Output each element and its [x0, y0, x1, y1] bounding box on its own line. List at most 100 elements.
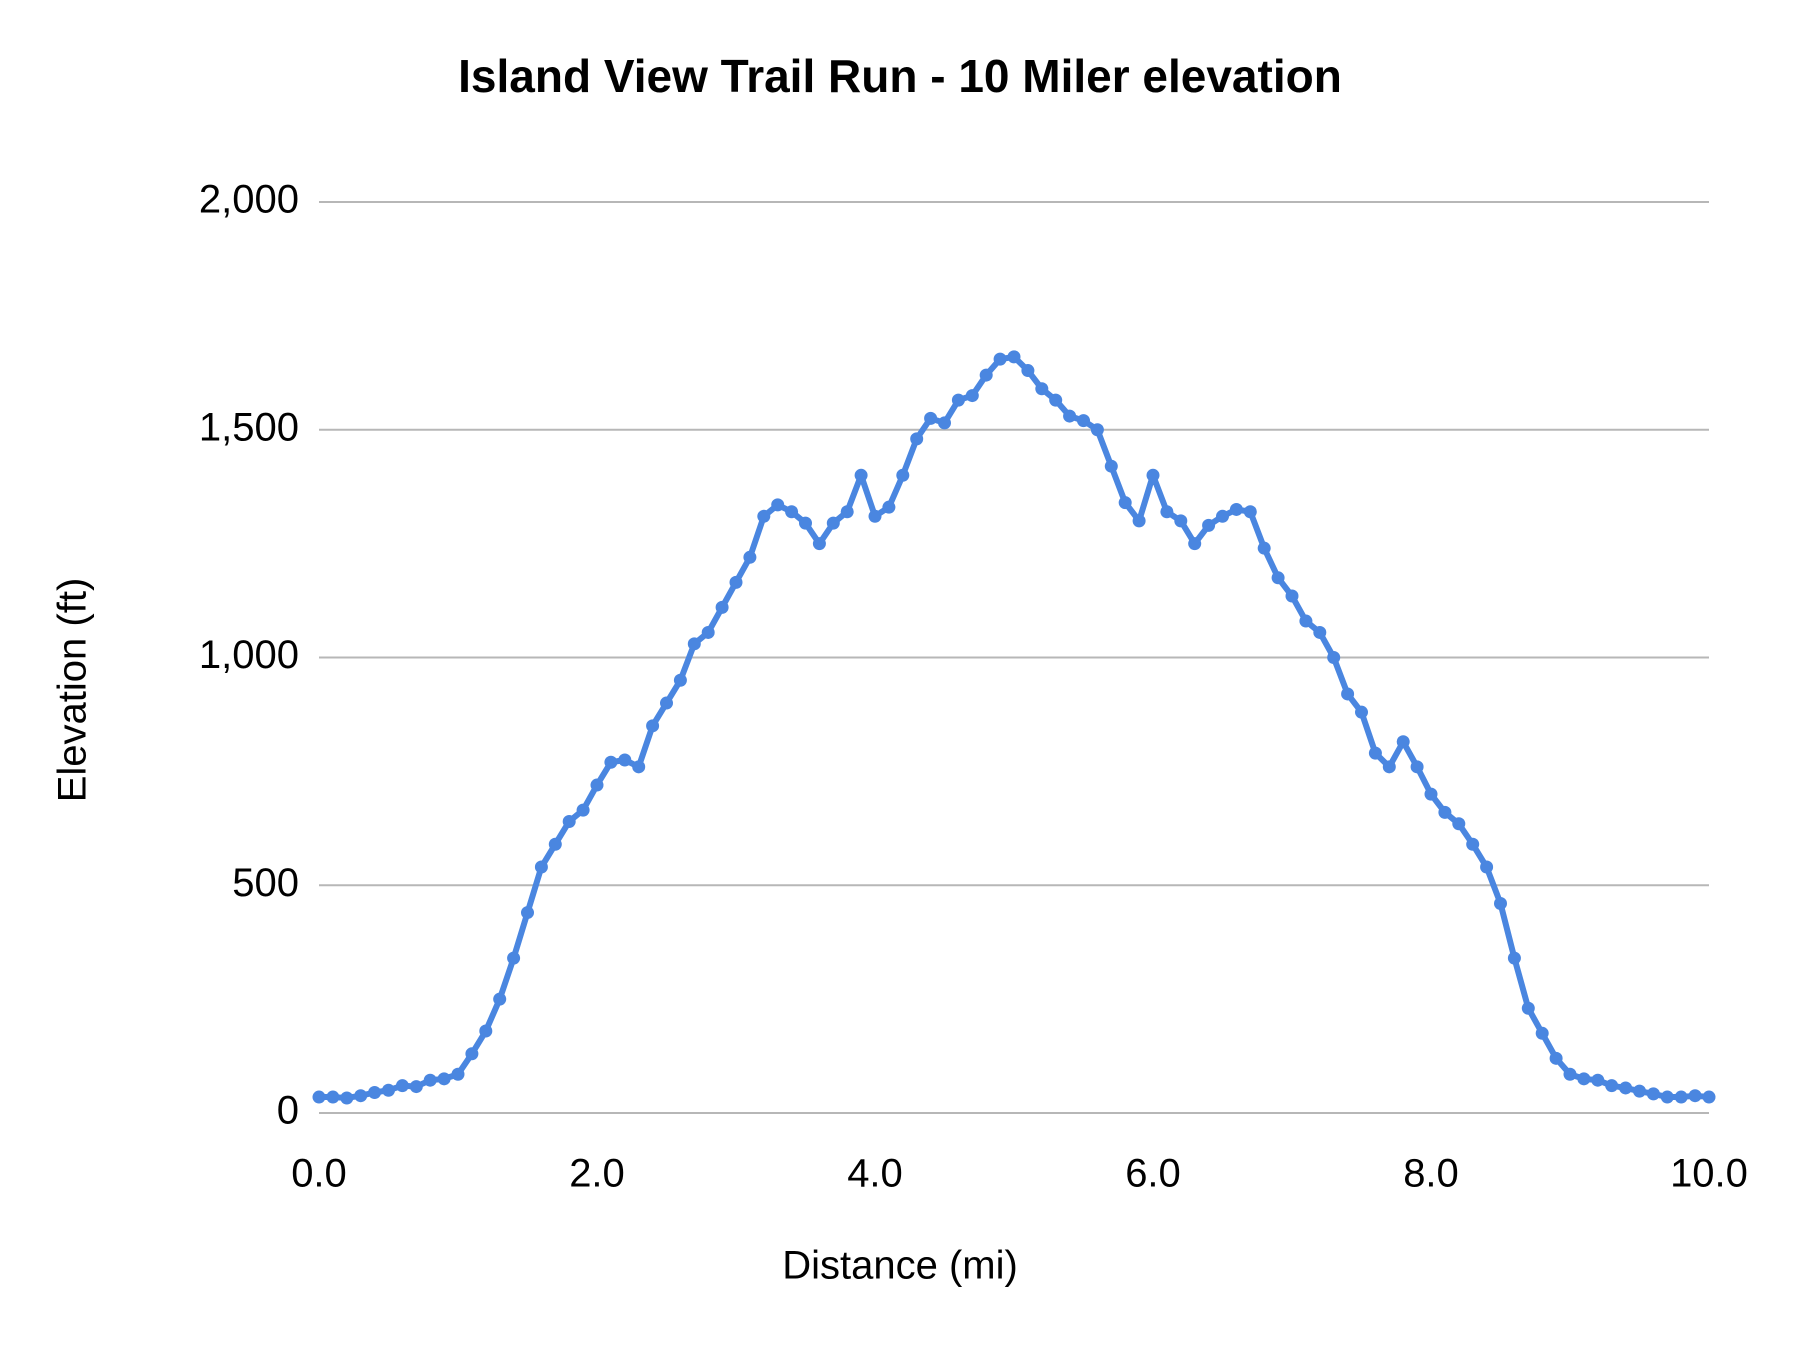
x-tick-label: 4.0	[847, 1152, 903, 1196]
data-point	[812, 537, 826, 551]
data-point	[1646, 1087, 1660, 1101]
data-point	[896, 468, 910, 482]
data-point	[951, 393, 965, 407]
data-point	[868, 509, 882, 523]
data-point	[326, 1090, 340, 1104]
data-point	[493, 992, 507, 1006]
data-point	[1229, 502, 1243, 516]
data-point	[757, 509, 771, 523]
data-point	[1188, 537, 1202, 551]
data-point	[1341, 687, 1355, 701]
data-point	[729, 575, 743, 589]
data-point	[1077, 414, 1090, 428]
data-point	[576, 803, 590, 817]
data-point	[1174, 514, 1188, 528]
data-point	[1535, 1026, 1549, 1040]
data-point	[1313, 625, 1327, 639]
x-tick-label: 2.0	[569, 1152, 625, 1196]
data-point	[1507, 951, 1521, 965]
data-point	[507, 951, 521, 965]
data-point	[1619, 1081, 1633, 1095]
data-point	[423, 1073, 437, 1087]
x-tick-label: 6.0	[1125, 1152, 1181, 1196]
data-point	[451, 1067, 465, 1081]
data-point	[1243, 505, 1257, 519]
data-point	[395, 1079, 409, 1093]
data-point	[465, 1047, 479, 1061]
data-point	[1591, 1073, 1605, 1087]
y-tick-label: 1,500	[199, 405, 299, 449]
data-point	[368, 1086, 382, 1100]
data-point	[1202, 518, 1216, 532]
y-tick-label: 0	[277, 1089, 299, 1133]
data-point	[409, 1080, 423, 1094]
data-point	[521, 906, 534, 920]
data-point	[1063, 409, 1077, 423]
data-point	[1049, 393, 1063, 407]
data-point	[701, 625, 715, 639]
data-point	[479, 1024, 493, 1038]
data-point	[785, 505, 799, 519]
data-point	[1021, 364, 1035, 378]
data-point	[562, 814, 576, 828]
data-point	[687, 637, 701, 651]
data-point	[354, 1089, 368, 1103]
x-axis-title: Distance (mi)	[782, 1244, 1018, 1288]
data-point	[646, 719, 660, 733]
x-tick-label: 0.0	[291, 1152, 347, 1196]
data-point	[673, 673, 687, 687]
data-point	[1410, 760, 1424, 774]
data-point	[1007, 350, 1021, 364]
data-point	[1549, 1051, 1563, 1065]
data-point	[1702, 1090, 1716, 1104]
data-point	[604, 755, 618, 769]
data-point	[993, 352, 1007, 366]
data-point	[632, 760, 646, 774]
data-point	[1271, 571, 1285, 585]
data-point	[1257, 541, 1271, 555]
data-point	[382, 1083, 395, 1097]
data-point	[840, 505, 854, 519]
data-point	[924, 411, 938, 425]
data-point	[882, 500, 896, 514]
data-point	[1438, 805, 1452, 819]
data-point	[799, 516, 812, 530]
data-point	[910, 432, 924, 446]
data-point	[1035, 382, 1049, 396]
data-point	[660, 696, 673, 710]
data-point	[771, 498, 785, 512]
chart-title: Island View Trail Run - 10 Miler elevati…	[458, 50, 1342, 102]
data-point	[1674, 1090, 1688, 1104]
x-tick-label: 10.0	[1670, 1152, 1748, 1196]
data-point	[1382, 760, 1396, 774]
data-point	[1605, 1079, 1619, 1093]
data-point	[1494, 896, 1507, 910]
data-point	[548, 837, 562, 851]
data-point	[618, 753, 632, 767]
data-point	[1368, 746, 1382, 760]
y-axis-title: Elevation (ft)	[51, 578, 95, 803]
data-point	[1355, 705, 1368, 719]
data-point	[1146, 468, 1160, 482]
data-point	[1688, 1089, 1702, 1103]
data-point	[1132, 514, 1146, 528]
y-tick-label: 500	[232, 861, 299, 905]
data-point	[1160, 505, 1174, 519]
data-point	[1480, 860, 1494, 874]
data-point	[312, 1090, 326, 1104]
x-tick-label: 8.0	[1403, 1152, 1459, 1196]
data-point	[1090, 423, 1104, 437]
data-point	[437, 1072, 451, 1086]
data-point	[1118, 496, 1132, 510]
data-point	[340, 1091, 354, 1105]
data-point	[1633, 1084, 1646, 1098]
data-point	[1299, 614, 1313, 628]
data-point	[1660, 1090, 1674, 1104]
data-point	[1466, 837, 1480, 851]
data-point	[1563, 1067, 1577, 1081]
data-point	[715, 600, 729, 614]
data-point	[965, 389, 979, 403]
data-point	[1424, 787, 1438, 801]
data-point	[743, 550, 757, 564]
